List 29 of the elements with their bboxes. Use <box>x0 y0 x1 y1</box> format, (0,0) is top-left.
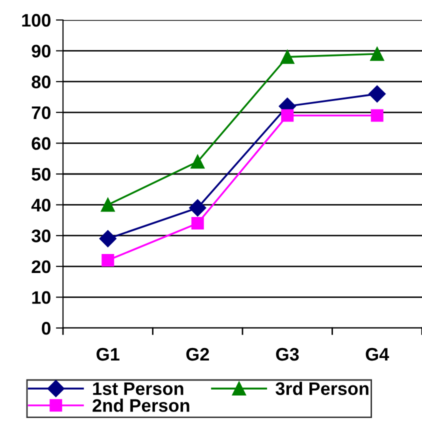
y-tick-label: 30 <box>32 230 50 242</box>
y-tick-label: 20 <box>32 260 50 274</box>
point <box>102 254 114 266</box>
point <box>190 154 205 169</box>
y-tick-label: 70 <box>32 106 50 120</box>
point <box>281 109 294 122</box>
y-tick-label: 90 <box>32 44 50 58</box>
x-tick-label: G2 <box>186 348 209 361</box>
x-tick-label: G1 <box>96 348 120 361</box>
point <box>370 46 384 61</box>
point <box>99 230 116 248</box>
y-tick-label: 40 <box>31 198 50 212</box>
legend-label: 3rd Person <box>276 382 368 396</box>
x-tick-label: G4 <box>366 348 390 361</box>
y-tick-label: 50 <box>32 168 50 181</box>
point <box>191 217 204 230</box>
y-tick-label: 100 <box>22 14 50 27</box>
y-tick-label: 80 <box>32 76 50 88</box>
point <box>189 199 206 216</box>
point <box>100 198 115 212</box>
y-tick-label: 10 <box>32 291 50 304</box>
legend-label: 2nd Person <box>92 398 190 412</box>
point <box>368 85 386 102</box>
x-tick-label: G3 <box>276 348 299 361</box>
point <box>280 50 294 64</box>
legend-label: 1st Person <box>93 382 184 396</box>
y-tick-label: 0 <box>42 322 50 335</box>
y-tick-label: 60 <box>32 137 50 150</box>
point <box>370 109 384 122</box>
